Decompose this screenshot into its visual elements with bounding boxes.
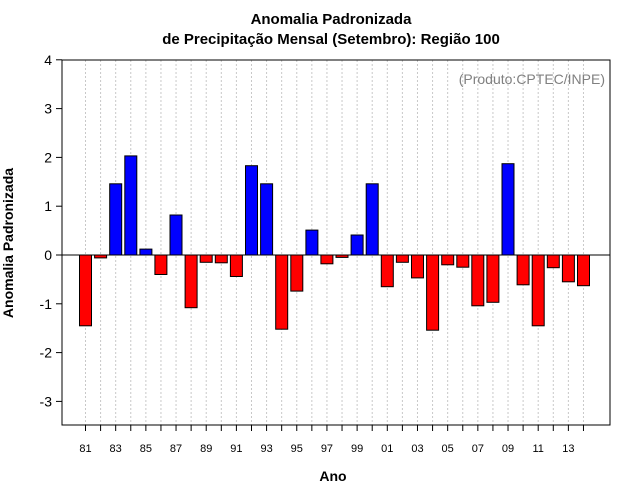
bar-95 [290,254,304,292]
x-tick-label: 83 [110,443,122,455]
bar-04 [426,254,440,331]
x-tick-label: 13 [562,443,574,455]
x-tick-label: 81 [79,443,91,455]
x-tick-label: 95 [291,443,303,455]
bar-09 [501,163,515,256]
x-tick-label: 89 [200,443,212,455]
bar-03 [411,254,424,279]
y-axis: -3 -2 -1 0 1 2 3 4 [40,52,62,409]
bar-01 [380,254,394,288]
bar-97 [320,254,334,265]
plot-frame [61,59,611,426]
x-tick-label: 09 [502,443,514,455]
bar-12 [546,254,560,269]
bar-83 [109,183,123,256]
bar-91 [229,254,243,277]
bar-08 [486,254,500,303]
bar-14 [577,254,590,287]
y-tick-label: -2 [40,345,53,361]
x-tick-label: 99 [351,443,363,455]
x-axis: 81 83 85 87 89 91 93 95 97 99 01 03 05 07 09 11 13 [79,425,584,455]
x-tick-label: 85 [140,443,152,455]
x-tick-label: 11 [532,443,543,455]
bar-13 [561,254,575,283]
bar-02 [395,254,409,263]
bar-81 [79,254,92,327]
bar-94 [275,254,289,330]
y-axis-label: Anomalia Padronizada [0,168,16,318]
bar-92 [245,165,258,256]
y-tick-label: 4 [44,52,52,68]
y-tick-label: 0 [44,247,52,263]
x-tick-label: 87 [170,443,182,455]
x-tick-label: 07 [472,443,484,455]
bar-11 [531,254,545,327]
bar-86 [154,254,168,275]
x-tick-label: 91 [230,443,242,455]
x-tick-label: 05 [442,443,454,455]
chart-title-line-1: Anomalia Padronizada [251,11,413,28]
vertical-gridlines [85,60,584,425]
bar-90 [214,254,228,264]
bars [79,155,590,331]
bar-88 [184,254,198,309]
x-tick-label: 03 [411,443,423,455]
bar-96 [305,229,319,256]
y-tick-label: 3 [44,101,52,117]
bar-10 [516,254,530,286]
y-tick-label: -1 [40,296,53,312]
bar-06 [456,254,470,268]
y-tick-label: 2 [44,149,52,165]
bar-85 [139,248,153,256]
x-tick-label: 93 [260,443,272,455]
bar-84 [124,155,138,256]
bar-00 [365,183,379,256]
chart-title-line-2: de Precipitação Mensal (Setembro): Regiã… [162,31,500,48]
bar-87 [169,214,183,256]
bar-93 [260,183,274,256]
x-tick-label: 97 [321,443,333,455]
x-axis-label: Ano [319,468,346,484]
bar-89 [199,254,213,263]
bar-05 [441,254,455,266]
y-tick-label: -3 [40,393,53,409]
x-tick-label: 01 [381,443,393,455]
source-annotation: (Produto:CPTEC/INPE) [459,71,605,87]
bar-07 [471,254,485,307]
bar-99 [350,234,364,256]
y-tick-label: 1 [44,198,52,214]
